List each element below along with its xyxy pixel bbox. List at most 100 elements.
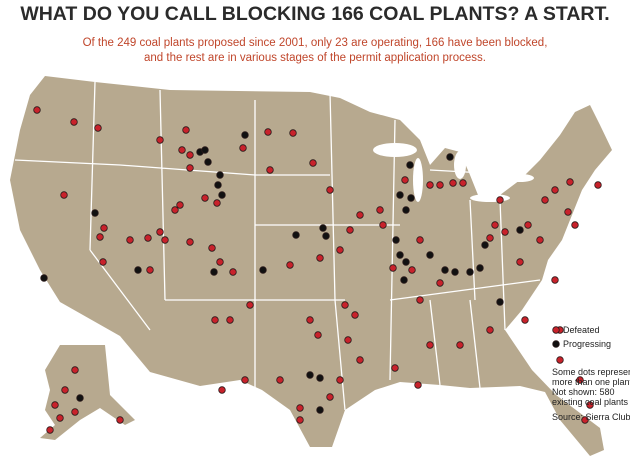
plant-dot: [389, 264, 397, 272]
plant-dot: [326, 186, 334, 194]
legend-swatch: [552, 326, 560, 334]
plant-dot: [426, 251, 434, 259]
plant-dot: [376, 206, 384, 214]
subtitle: and the rest are in various stages of th…: [144, 52, 486, 64]
plant-dot: [246, 301, 254, 309]
plant-dot: [70, 118, 78, 126]
plant-dot: [259, 266, 267, 274]
plant-dot: [201, 146, 209, 154]
plant-dot: [40, 274, 48, 282]
alaska-map: [40, 345, 135, 440]
plant-dots: [33, 106, 602, 434]
plant-dot: [229, 268, 237, 276]
lake: [454, 151, 466, 179]
plant-dot: [551, 186, 559, 194]
plant-dot: [76, 394, 84, 402]
plant-dot: [379, 221, 387, 229]
plant-dot: [524, 221, 532, 229]
plant-dot: [309, 159, 317, 167]
plant-dot: [286, 261, 294, 269]
plant-dot: [204, 158, 212, 166]
plant-dot: [213, 199, 221, 207]
plant-dot: [292, 231, 300, 239]
plant-dot: [571, 221, 579, 229]
plant-dot: [186, 238, 194, 246]
plant-dot: [416, 296, 424, 304]
lake: [413, 158, 423, 202]
plant-dot: [264, 128, 272, 136]
plant-dot: [426, 341, 434, 349]
plant-dot: [226, 316, 234, 324]
plant-dot: [459, 179, 467, 187]
plant-dot: [241, 131, 249, 139]
plant-dot: [392, 236, 400, 244]
legend: Defeated Progressing Some dots representmo…: [552, 325, 630, 422]
plant-dot: [211, 316, 219, 324]
plant-dot: [501, 228, 509, 236]
plant-dot: [456, 341, 464, 349]
plant-dot: [414, 381, 422, 389]
title: WHAT DO YOU CALL BLOCKING 166 COAL PLANT…: [20, 3, 609, 25]
plant-dot: [319, 224, 327, 232]
note: more than one plant.: [552, 377, 630, 387]
plant-dot: [156, 228, 164, 236]
plant-dot: [426, 181, 434, 189]
plant-dot: [134, 266, 142, 274]
plant-dot: [116, 416, 124, 424]
plant-dot: [396, 191, 404, 199]
plant-dot: [351, 311, 359, 319]
plant-dot: [322, 232, 330, 240]
plant-dot: [71, 408, 79, 416]
plant-dot: [182, 126, 190, 134]
plant-dot: [346, 226, 354, 234]
plant-dot: [266, 166, 274, 174]
plant-dot: [581, 416, 589, 424]
plant-dot: [306, 316, 314, 324]
plant-dot: [171, 206, 179, 214]
plant-dot: [344, 336, 352, 344]
plant-dot: [314, 331, 322, 339]
plant-dot: [396, 251, 404, 259]
plant-dot: [486, 326, 494, 334]
plant-dot: [289, 129, 297, 137]
plant-dot: [176, 201, 184, 209]
plant-dot: [91, 209, 99, 217]
plant-dot: [126, 236, 134, 244]
plant-dot: [481, 241, 489, 249]
plant-dot: [178, 146, 186, 154]
plant-dot: [451, 268, 459, 276]
plant-dot: [239, 144, 247, 152]
plant-dot: [466, 268, 474, 276]
plant-dot: [541, 196, 549, 204]
plant-dot: [521, 316, 529, 324]
plant-dot: [402, 258, 410, 266]
lake: [506, 174, 534, 182]
plant-dot: [46, 426, 54, 434]
plant-dot: [594, 181, 602, 189]
plant-dot: [436, 181, 444, 189]
plant-dot: [100, 224, 108, 232]
plant-dot: [61, 386, 69, 394]
plant-dot: [576, 376, 584, 384]
plant-dot: [56, 414, 64, 422]
plant-dot: [556, 356, 564, 364]
plant-dot: [316, 374, 324, 382]
plant-dot: [326, 393, 334, 401]
plant-dot: [296, 404, 304, 412]
plant-dot: [341, 301, 349, 309]
plant-dot: [146, 266, 154, 274]
source: Source: Sierra Club: [552, 412, 630, 422]
plant-dot: [296, 416, 304, 424]
plant-dot: [436, 279, 444, 287]
plant-dot: [449, 179, 457, 187]
plant-dot: [416, 236, 424, 244]
plant-dot: [161, 236, 169, 244]
plant-dot: [476, 264, 484, 272]
plant-dot: [201, 194, 209, 202]
plant-dot: [391, 364, 399, 372]
plant-dot: [241, 376, 249, 384]
legend-label: Progressing: [563, 339, 611, 349]
plant-dot: [216, 171, 224, 179]
plant-dot: [316, 406, 324, 414]
